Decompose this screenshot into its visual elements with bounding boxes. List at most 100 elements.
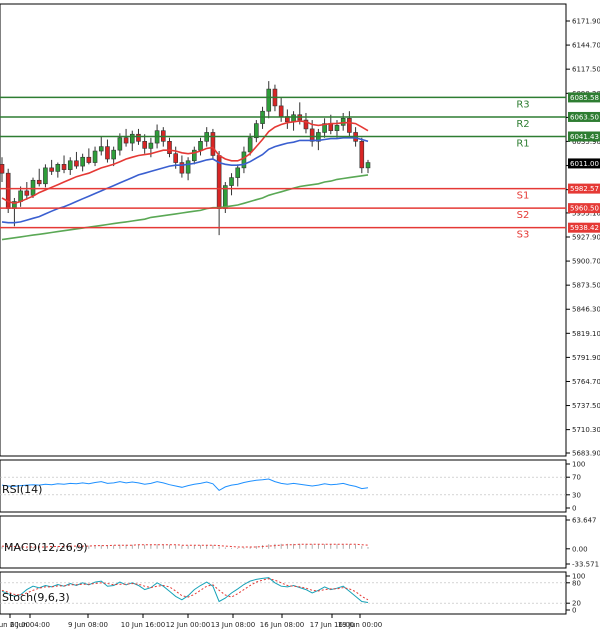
current-price-tag: [568, 158, 600, 169]
stoch-k-line: [1, 577, 369, 603]
macd-signal-line: [1, 543, 369, 548]
rsi-line: [1, 478, 369, 492]
level-price-tag-text: 6085.58: [570, 94, 599, 102]
candle-body: [173, 153, 178, 163]
level-label-s3: S3: [517, 230, 530, 241]
indicator-tick-label: 30: [572, 491, 581, 499]
candle-body: [192, 149, 197, 162]
candle-body: [111, 149, 116, 160]
time-tick-label: 9 Jun 08:00: [68, 621, 108, 629]
indicator-tick-label: 80: [572, 579, 581, 587]
level-price-tag: [568, 111, 600, 122]
candle-body: [278, 105, 284, 117]
candle-body: [129, 133, 135, 144]
price-tick-label: 6171.90: [572, 18, 600, 26]
current-price-text: 6011.00: [570, 160, 599, 168]
level-price-tag: [568, 183, 600, 194]
level-label-r2: R2: [516, 119, 529, 130]
indicator-tick-label: 20: [572, 600, 581, 608]
level-price-tag-text: 5982.57: [570, 185, 599, 193]
time-tick-label: 16 Jun 08:00: [260, 621, 304, 629]
candle-body: [30, 179, 36, 196]
candle-body: [43, 167, 48, 185]
macd-label: MACD(12,26,9): [4, 541, 88, 554]
candle-body: [92, 150, 98, 163]
macd-panel: 63.647 0.00 -33.571 MACD(12,26,9): [0, 515, 599, 569]
candle-body: [241, 151, 247, 169]
candle-body: [49, 167, 54, 172]
price-tick-label: 5900.70: [572, 258, 600, 266]
level-price-tag: [568, 203, 600, 214]
candle-body: [247, 137, 253, 153]
candle-body: [67, 160, 73, 170]
macd-histogram: [1, 543, 369, 549]
indicator-tick-label: 0: [572, 607, 576, 615]
candle-body: [74, 160, 79, 167]
time-tick-label: 5 Jun 20:00: [0, 621, 30, 629]
indicator-tick-label: 0.00: [572, 545, 588, 553]
price-tick-label: 5791.90: [572, 354, 600, 362]
moving-average-line: [1, 174, 369, 241]
candle-body: [198, 141, 203, 151]
candle-body: [98, 146, 104, 152]
price-tick-label: 5764.70: [572, 378, 600, 386]
level-price-tag-text: 6041.43: [570, 133, 599, 141]
time-tick-label: 10 Jun 16:00: [121, 621, 165, 629]
candle-body: [210, 132, 216, 156]
level-label-r1: R1: [516, 138, 529, 149]
price-tick-label: 5955.10: [572, 209, 600, 217]
candle-body: [179, 162, 185, 174]
price-tick-label: 5927.90: [572, 234, 600, 242]
level-price-tag: [568, 92, 600, 103]
candle-body: [86, 156, 92, 163]
candle-body: [24, 190, 30, 196]
candle-body: [0, 164, 5, 174]
candle-body: [334, 125, 340, 131]
price-tick-label: 5710.30: [572, 426, 600, 434]
indicator-tick-label: -33.571: [572, 561, 599, 569]
rsi-panel: 100 70 30 0 RSI(14): [0, 459, 585, 513]
price-tick-label: 5737.50: [572, 402, 600, 410]
candle-body: [185, 160, 191, 174]
candle-body: [309, 128, 315, 142]
macd-frame: [0, 515, 567, 569]
price-tick-label: 6144.70: [572, 42, 600, 50]
rsi-label: RSI(14): [2, 483, 42, 496]
level-label-r3: R3: [516, 99, 529, 110]
time-tick-label: 6 Jun 04:00: [10, 621, 50, 629]
moving-average-line: [1, 137, 369, 224]
level-price-tag: [568, 131, 600, 142]
candle-body: [340, 117, 346, 126]
candle-body: [80, 156, 85, 167]
candle-body: [229, 177, 234, 186]
indicator-tick-label: 0: [572, 505, 576, 513]
candle-body: [254, 123, 259, 139]
candle-body: [322, 123, 327, 133]
price-tick-label: 5873.50: [572, 282, 600, 290]
candle-body: [291, 114, 296, 123]
candle-body: [61, 164, 67, 170]
candle-body: [235, 167, 241, 178]
candle-body: [359, 141, 365, 169]
candle-body: [5, 172, 11, 209]
candle-body: [167, 141, 172, 154]
price-tick-label: 6035.90: [572, 138, 600, 146]
stoch-label: Stoch(9,6,3): [2, 591, 70, 604]
candle-body: [123, 137, 129, 144]
level-price-tag-text: 6063.50: [570, 113, 599, 121]
rsi-frame: [0, 459, 567, 513]
candle-body: [105, 146, 110, 160]
level-label-s2: S2: [517, 210, 530, 221]
price-panel: 6171.906144.706117.506090.206063.006035.…: [0, 3, 600, 458]
price-tick-label: 6117.50: [572, 66, 600, 74]
indicator-tick-label: 100: [572, 461, 585, 469]
candle-body: [266, 88, 272, 112]
level-price-tag: [568, 222, 600, 233]
candle-body: [142, 141, 147, 149]
candle-body: [365, 162, 371, 169]
time-tick-label: 19 Jun 00:00: [338, 621, 382, 629]
stoch-d-line: [1, 578, 369, 601]
candle-body: [328, 123, 334, 131]
candle-body: [136, 133, 141, 142]
